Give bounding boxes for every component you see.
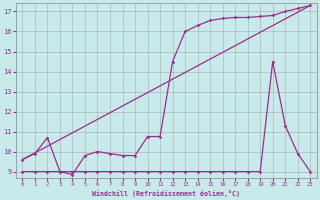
- X-axis label: Windchill (Refroidissement éolien,°C): Windchill (Refroidissement éolien,°C): [92, 190, 240, 197]
